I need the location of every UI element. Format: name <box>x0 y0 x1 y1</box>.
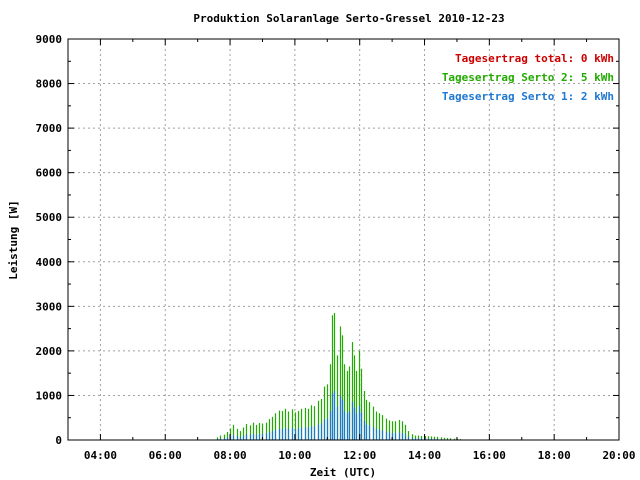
x-tick-label: 08:00 <box>213 449 246 462</box>
legend-entry: Tagesertrag Serto 1: 2 kWh <box>442 90 614 103</box>
legend-entry: Tagesertrag total: 0 kWh <box>455 52 614 65</box>
grid <box>68 39 619 440</box>
x-axis-label: Zeit (UTC) <box>310 466 376 479</box>
x-tick-label: 20:00 <box>602 449 635 462</box>
y-tick-label: 9000 <box>36 33 63 46</box>
x-tick-label: 14:00 <box>408 449 441 462</box>
y-tick-label: 8000 <box>36 78 63 91</box>
x-tick-label: 10:00 <box>278 449 311 462</box>
y-tick-label: 7000 <box>36 122 63 135</box>
x-tick-label: 06:00 <box>149 449 182 462</box>
axes: 0 1000 2000 3000 4000 5000 6000 7000 8000 9000 04:… <box>36 33 636 462</box>
y-tick-label: 3000 <box>36 300 63 313</box>
y-tick-label: 6000 <box>36 167 63 180</box>
x-tick-label: 04:00 <box>84 449 117 462</box>
chart-title: Produktion Solaranlage Serto-Gressel 201… <box>193 12 504 25</box>
y-tick-label: 0 <box>55 434 62 447</box>
y-tick-label: 5000 <box>36 211 63 224</box>
x-tick-label: 12:00 <box>343 449 376 462</box>
legend: Tagesertrag total: 0 kWh Tagesertrag Sert… <box>442 52 614 103</box>
y-tick-label: 2000 <box>36 345 63 358</box>
y-tick-label: 4000 <box>36 256 63 269</box>
x-tick-label: 16:00 <box>473 449 506 462</box>
legend-entry: Tagesertrag Serto 2: 5 kWh <box>442 71 614 84</box>
x-tick-label: 18:00 <box>538 449 571 462</box>
y-axis-label: Leistung [W] <box>7 200 20 279</box>
y-tick-label: 1000 <box>36 389 63 402</box>
